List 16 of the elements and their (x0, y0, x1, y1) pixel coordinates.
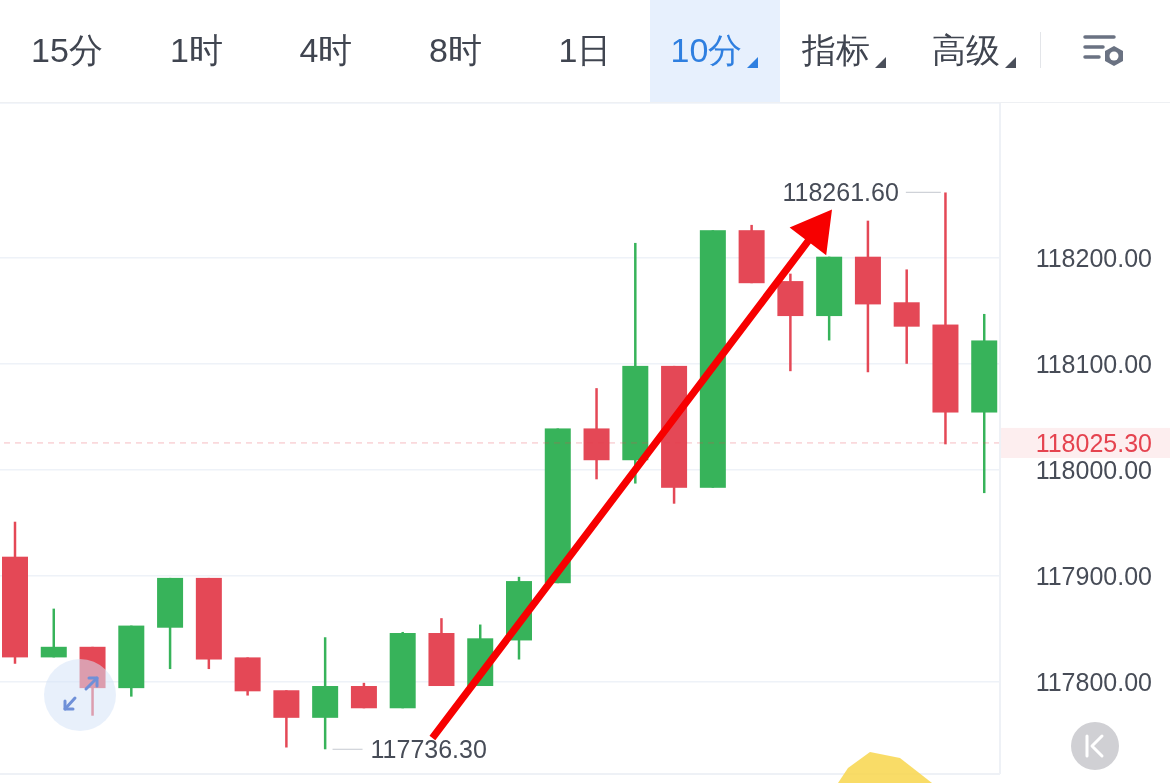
y-tick-label: 118200.00 (1035, 243, 1152, 272)
text: 117736.30 (370, 735, 487, 764)
y-tick-label: 118100.00 (1035, 349, 1152, 378)
text: 8时 (429, 30, 482, 71)
ref-line-label: 118025.30 (1035, 428, 1152, 457)
text: 10分 (670, 30, 743, 71)
text: 1时 (170, 30, 223, 71)
text: 高级 (931, 30, 1000, 71)
y-tick-label: 117800.00 (1035, 667, 1152, 696)
text: 1日 (558, 30, 612, 71)
text: 118261.60 (782, 178, 899, 207)
y-tick-label: 117900.00 (1035, 561, 1152, 590)
text: 4时 (299, 30, 353, 71)
y-tick-label: 118000.00 (1035, 455, 1152, 484)
text: 15分 (31, 30, 103, 71)
text: 指标 (802, 30, 870, 71)
